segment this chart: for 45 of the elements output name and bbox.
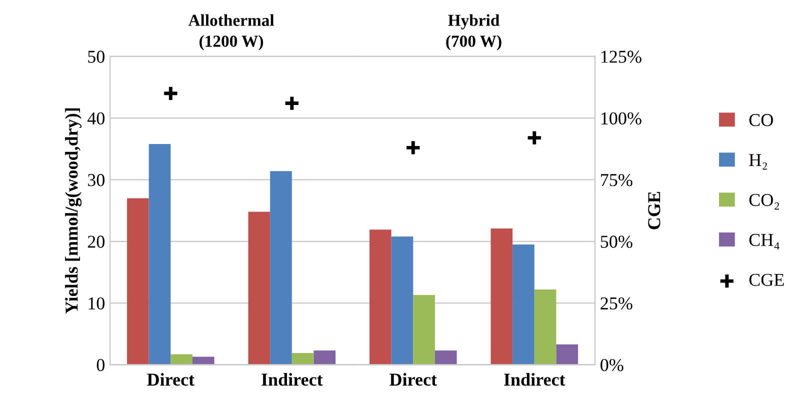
bar [490,228,513,365]
point [404,139,422,156]
bar [369,230,392,365]
point [162,85,179,102]
y2-tick-label: 50% [600,236,632,248]
bar [434,350,457,365]
legend-label: H₂ [749,154,767,170]
y2-tick-label: 125% [601,50,642,63]
y-tick-label: 40 [87,112,104,125]
legend-label: CGE [749,274,784,286]
y-tick-label: 30 [88,174,104,186]
y-tick-label: 0 [96,358,104,372]
bar [270,171,292,365]
y2-axis-title: CGE [648,192,660,230]
bar [314,350,336,365]
x-tick-label: Direct [390,373,437,386]
legend-label: CO [749,114,773,126]
y2-tick-label: 0% [600,358,624,372]
y-tick-label: 20 [88,236,104,248]
legend-label: CH₄ [749,234,780,250]
legend-label: CO₂ [749,194,780,210]
bar [512,244,534,365]
x-tick-label: Direct [147,373,194,386]
y-axis-title: Yields [mmol/g(wood,dry)] [65,108,82,314]
point [526,129,543,146]
bar [148,144,171,365]
y2-tick-label: 100% [601,112,642,125]
text: Allothermal (1200 W) [188,14,274,50]
bar [391,236,414,365]
x-tick-label: Indirect [504,373,566,386]
point [284,94,300,112]
y-tick-label: 10 [88,297,104,310]
y2-tick-label: 25% [600,297,632,310]
bar [556,344,578,365]
bar [192,356,214,365]
bar [292,353,314,365]
bar [534,289,556,365]
bar [248,212,270,365]
x-tick-label: Indirect [262,373,323,386]
bar [413,295,435,365]
text: Hybrid (700 W) [446,14,502,50]
y-tick-label: 50 [88,50,104,63]
y2-tick-label: 75% [601,174,632,186]
bar [127,198,149,365]
bar [170,354,192,365]
